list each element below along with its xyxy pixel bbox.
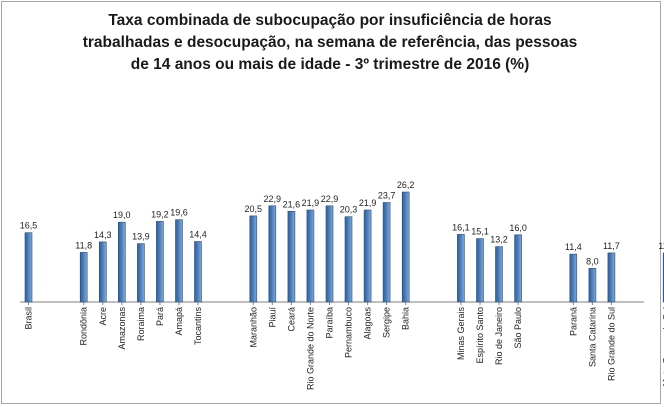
category-label: Rio Grande do Norte [305, 307, 315, 390]
category-label: Maranhão [248, 307, 258, 348]
category-label: Paraná [568, 307, 578, 336]
category-label: Piauí [267, 307, 277, 328]
bar [588, 268, 597, 303]
bar [325, 205, 334, 303]
data-label: 15,1 [471, 227, 489, 237]
data-label: 13,9 [132, 232, 150, 242]
category-label: Rio Grande do Sul [606, 307, 616, 381]
category-label: Alagoas [363, 307, 373, 340]
category-label: Roraima [136, 307, 146, 341]
data-label: 21,9 [302, 198, 320, 208]
data-label: 20,3 [340, 205, 358, 215]
data-label: 19,2 [151, 209, 169, 219]
data-label: 11,7 [658, 241, 664, 251]
bar [476, 238, 484, 303]
data-label: 21,9 [359, 198, 377, 208]
bar [156, 221, 164, 303]
bar [79, 252, 88, 303]
chart-title: Taxa combinada de subocupação por insufi… [60, 10, 600, 76]
category-label: Rondônia [79, 307, 89, 346]
bar [344, 216, 353, 303]
bar [457, 234, 465, 303]
category-label: Rio de Janeiro [494, 307, 504, 365]
data-label: 19,6 [170, 208, 188, 218]
data-label: 13,2 [490, 235, 508, 245]
data-label: 16,5 [20, 221, 38, 231]
bar [514, 234, 522, 303]
data-label: 14,3 [94, 230, 112, 240]
data-label: 21,6 [283, 199, 301, 209]
bar [99, 241, 107, 303]
bar [569, 253, 578, 303]
data-label: 11,8 [75, 240, 92, 250]
category-label: Ceará [286, 307, 296, 332]
chart-title-line-1: Taxa combinada de subocupação por insufi… [108, 12, 552, 29]
bar [607, 252, 616, 303]
data-label: 22,9 [264, 194, 282, 204]
category-label: Espírito Santo [475, 307, 485, 364]
bar [118, 221, 126, 303]
category-label: Paraíba [325, 307, 335, 339]
bar [175, 219, 183, 303]
chart-title-line-2: trabalhadas e desocupação, na semana de … [82, 34, 578, 51]
category-label: Amapá [174, 307, 184, 336]
category-label: Bahia [401, 307, 411, 330]
data-label: 26,2 [397, 180, 415, 190]
bar [495, 246, 503, 303]
category-label: Minas Gerais [456, 307, 466, 361]
bar [287, 211, 296, 303]
bar [194, 241, 202, 303]
data-label: 16,1 [452, 222, 470, 232]
bar [382, 202, 391, 303]
category-label: Brasil [24, 307, 34, 330]
data-label: 14,4 [189, 230, 207, 240]
category-label: Mato Grosso do Sul [662, 307, 664, 387]
bar [401, 191, 410, 303]
bar [24, 232, 33, 303]
bar [268, 205, 277, 303]
category-label: Tocantins [193, 307, 203, 346]
category-label: Amazonas [117, 307, 127, 350]
bar [363, 209, 372, 303]
data-label: 16,0 [509, 223, 527, 233]
category-label: Sergipe [382, 307, 392, 338]
chart-title-line-3: de 14 anos ou mais de idade - 3º trimest… [130, 56, 530, 73]
category-label: São Paulo [513, 307, 523, 349]
category-label: Pará [155, 307, 165, 326]
bar [306, 209, 315, 303]
category-label: Pernambuco [344, 307, 354, 358]
data-label: 20,5 [245, 204, 263, 214]
category-label: Acre [98, 307, 108, 326]
bar [249, 215, 258, 303]
bar [137, 243, 145, 303]
data-label: 22,9 [321, 194, 339, 204]
data-label: 23,7 [378, 191, 396, 201]
data-label: 11,4 [565, 242, 582, 252]
data-label: 8,0 [586, 256, 599, 266]
category-label: Santa Catarina [587, 307, 597, 367]
data-label: 11,7 [603, 241, 620, 251]
data-label: 19,0 [113, 210, 131, 220]
